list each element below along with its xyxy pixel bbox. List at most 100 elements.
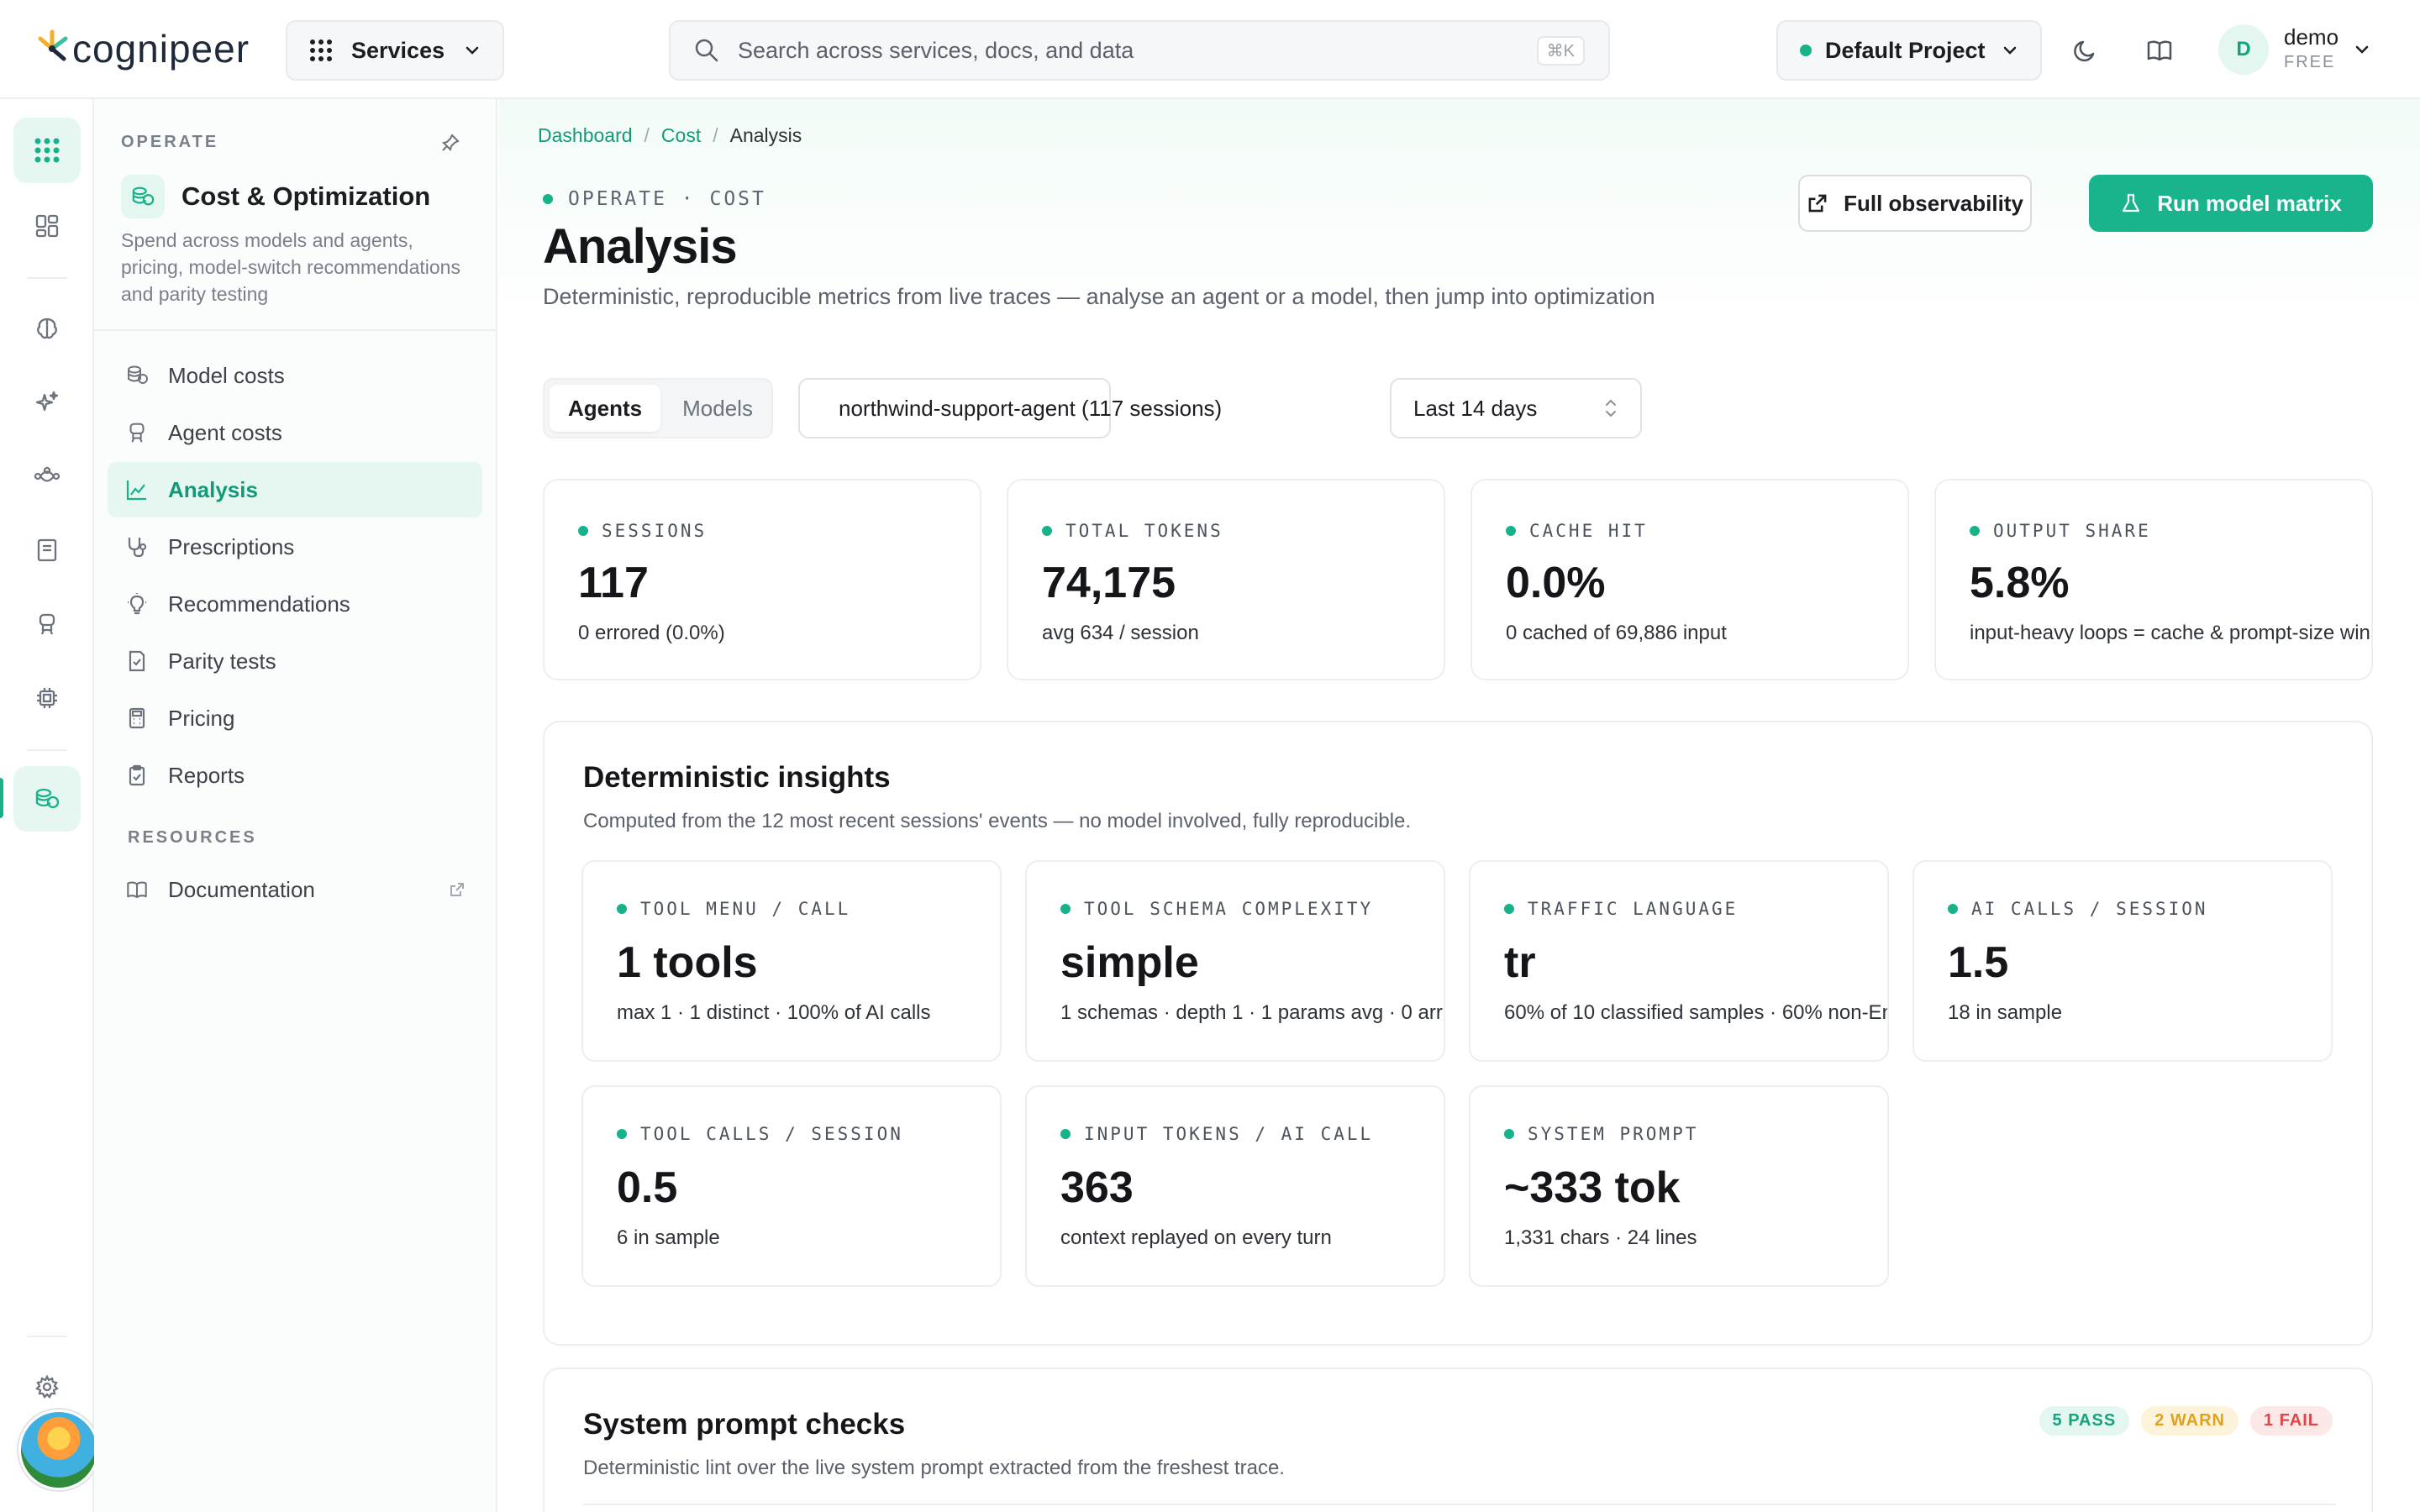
insight-dot (1060, 904, 1071, 914)
logo-text: cognipeer (72, 27, 250, 71)
agent-select[interactable]: northwind-support-agent (117 sessions) (798, 378, 1222, 438)
top-bar: cognipeer Services ⌘K Default Project D … (0, 0, 2420, 99)
insights-subtitle: Computed from the 12 most recent session… (583, 810, 1412, 832)
insight-sub: 1 schemas · depth 1 · 1 params avg · 0 a… (1060, 1001, 1445, 1024)
user-info: demo FREE (2284, 24, 2338, 75)
logo-icon (38, 29, 68, 61)
global-search[interactable]: ⌘K (669, 20, 1610, 81)
stat-label: TOTAL TOKENS (1042, 521, 1223, 541)
rail-settings[interactable] (13, 1354, 81, 1420)
breadcrumb-current: Analysis (729, 124, 802, 146)
project-selector[interactable]: Default Project (1776, 20, 2042, 81)
insight-label: INPUT TOKENS / AI CALL (1060, 1124, 1373, 1144)
checklist-icon (124, 648, 150, 674)
sidebar-item-label: Parity tests (168, 648, 276, 674)
sidebar-item-pricing[interactable]: Pricing (108, 690, 482, 746)
breadcrumb: Dashboard / Cost / Analysis (538, 124, 802, 147)
insight-card-ai-calls: AI CALLS / SESSION 1.5 18 in sample (1912, 860, 2333, 1062)
toggle-agents[interactable]: Agents (550, 385, 661, 432)
stat-dot (578, 526, 588, 536)
toggle-models[interactable]: Models (682, 395, 753, 421)
insight-value: 1 tools (617, 938, 758, 987)
stat-value: 117 (578, 559, 649, 607)
profile-photo[interactable] (18, 1410, 99, 1490)
flask-icon (2123, 193, 2140, 213)
insight-dot (617, 904, 627, 914)
chevron-down-icon (2003, 46, 2017, 55)
rail-divider (27, 1336, 67, 1337)
sidebar-item-prescriptions[interactable]: Prescriptions (108, 519, 482, 575)
sidebar-item-documentation[interactable]: Documentation (108, 862, 482, 917)
sidebar-item-label: Agent costs (168, 419, 282, 445)
chevron-down-icon (466, 46, 479, 55)
rail-agents[interactable] (13, 591, 81, 657)
insight-card-tool-schema: TOOL SCHEMA COMPLEXITY simple 1 schemas … (1025, 860, 1445, 1062)
insight-sub: 6 in sample (617, 1226, 720, 1249)
pin-button[interactable] (440, 133, 460, 157)
insights-title: Deterministic insights (583, 761, 891, 794)
insight-sub: 1,331 chars · 24 lines (1504, 1226, 1697, 1249)
open-book-icon (2147, 40, 2172, 61)
docs-button[interactable] (2139, 30, 2180, 71)
full-observability-button[interactable]: Full observability (1798, 175, 2032, 232)
stat-dot (1970, 526, 1980, 536)
rail-cost[interactable] (13, 766, 81, 832)
breadcrumb-cost[interactable]: Cost (660, 124, 702, 146)
breadcrumb-dashboard[interactable]: Dashboard (538, 124, 633, 146)
agent-icon (39, 613, 55, 635)
rail-active-marker (0, 778, 3, 818)
insight-value: 1.5 (1948, 938, 2009, 987)
sidebar-kicker: OPERATE (121, 133, 219, 151)
main-content: Dashboard / Cost / Analysis OPERATE · CO… (499, 99, 2420, 1512)
stat-card-sessions: SESSIONS 117 0 errored (0.0%) (543, 479, 981, 680)
stat-sub: avg 634 / session (1042, 622, 1199, 644)
fail-badge: 1 FAIL (2249, 1406, 2333, 1436)
rail-sparkles[interactable] (13, 370, 81, 435)
stat-label: CACHE HIT (1506, 521, 1648, 541)
icon-rail (0, 99, 99, 1512)
date-range-select[interactable]: Last 14 days (1390, 378, 1642, 438)
sidebar-item-reports[interactable]: Reports (108, 748, 482, 803)
theme-toggle-button[interactable] (2065, 30, 2106, 71)
pass-badge: 5 PASS (2039, 1406, 2130, 1436)
insight-label-text: TOOL MENU / CALL (640, 899, 851, 919)
sidebar-item-recommendations[interactable]: Recommendations (108, 576, 482, 632)
sidebar-item-label: Pricing (168, 705, 235, 731)
services-label: Services (351, 37, 445, 63)
run-model-matrix-label: Run model matrix (2157, 190, 2342, 216)
sidebar-item-parity-tests[interactable]: Parity tests (108, 633, 482, 689)
rail-models[interactable] (13, 665, 81, 731)
run-model-matrix-button[interactable]: Run model matrix (2089, 175, 2373, 232)
user-menu[interactable]: D demo FREE (2218, 22, 2370, 77)
rail-flows[interactable] (13, 444, 81, 509)
rail-apps[interactable] (13, 118, 81, 183)
prompt-checks-title: System prompt checks (583, 1408, 906, 1441)
insight-card-system-prompt: SYSTEM PROMPT ~333 tok 1,331 chars · 24 … (1469, 1085, 1889, 1287)
insight-label: SYSTEM PROMPT (1504, 1124, 1698, 1144)
insight-dot (617, 1129, 627, 1139)
coins-icon (124, 363, 150, 388)
stat-label-text: OUTPUT SHARE (1993, 521, 2151, 541)
prompt-checks-panel: System prompt checks Deterministic lint … (543, 1368, 2373, 1512)
prompt-checks-divider (583, 1504, 2336, 1505)
search-input[interactable] (738, 37, 1518, 64)
sidebar-item-analysis[interactable]: Analysis (108, 462, 482, 517)
insight-label-text: INPUT TOKENS / AI CALL (1084, 1124, 1374, 1144)
flow-icon (34, 466, 60, 482)
logo[interactable]: cognipeer (34, 22, 250, 76)
stat-sub: 0 cached of 69,886 input (1506, 622, 1727, 644)
project-label: Default Project (1825, 37, 1986, 63)
services-button[interactable]: Services (286, 20, 504, 81)
brain-icon (37, 318, 57, 339)
sidebar-item-model-costs[interactable]: Model costs (108, 348, 482, 403)
section-icon-tile (121, 175, 165, 218)
moon-icon (2074, 40, 2095, 62)
sidebar-divider (94, 329, 497, 331)
external-link-icon (450, 883, 464, 896)
rail-brain[interactable] (13, 296, 81, 361)
sidebar: OPERATE Cost & Optimization Spend across… (94, 99, 497, 1512)
rail-knowledge[interactable] (13, 517, 81, 583)
rail-dashboard[interactable] (13, 193, 81, 259)
insight-sub: context replayed on every turn (1060, 1226, 1332, 1249)
sidebar-item-agent-costs[interactable]: Agent costs (108, 405, 482, 460)
